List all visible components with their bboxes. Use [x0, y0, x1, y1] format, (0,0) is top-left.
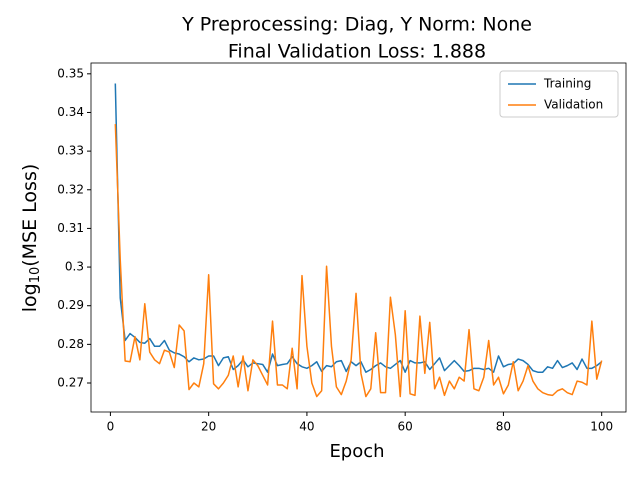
- x-tick-label: 20: [201, 420, 216, 434]
- y-label-subscript: 10: [28, 267, 43, 284]
- series-line: [114, 83, 603, 373]
- chart-title: Final Validation Loss: 1.888: [228, 41, 486, 63]
- y-axis-label: log10(MSE Loss): [19, 164, 43, 313]
- y-label-rest: (MSE Loss): [19, 164, 41, 267]
- y-tick-label: 0.28: [57, 337, 84, 351]
- x-tick-label: 40: [299, 420, 314, 434]
- x-axis-label: Epoch: [329, 441, 384, 462]
- y-tick-label: 0.32: [57, 182, 84, 196]
- y-label-base: log: [19, 283, 41, 312]
- series-line: [114, 124, 603, 398]
- legend: Training Validation: [499, 70, 619, 118]
- legend-label: Validation: [544, 98, 603, 112]
- plot-frame: [90, 62, 627, 413]
- x-tick-label: 100: [590, 420, 613, 434]
- chart-title: Y Preprocessing: Diag, Y Norm: None: [181, 14, 532, 36]
- legend-label: Training: [543, 77, 591, 91]
- y-tick-label: 0.3: [65, 260, 84, 274]
- y-tick-label: 0.33: [57, 144, 84, 158]
- y-tick-label: 0.29: [57, 298, 84, 312]
- x-tick-label: 0: [107, 420, 115, 434]
- y-tick-label: 0.34: [57, 105, 84, 119]
- x-tick-label: 60: [398, 420, 413, 434]
- y-tick-label: 0.31: [57, 221, 84, 235]
- y-tick-label: 0.27: [57, 376, 84, 390]
- y-tick-label: 0.35: [57, 66, 84, 80]
- x-tick-label: 80: [496, 420, 511, 434]
